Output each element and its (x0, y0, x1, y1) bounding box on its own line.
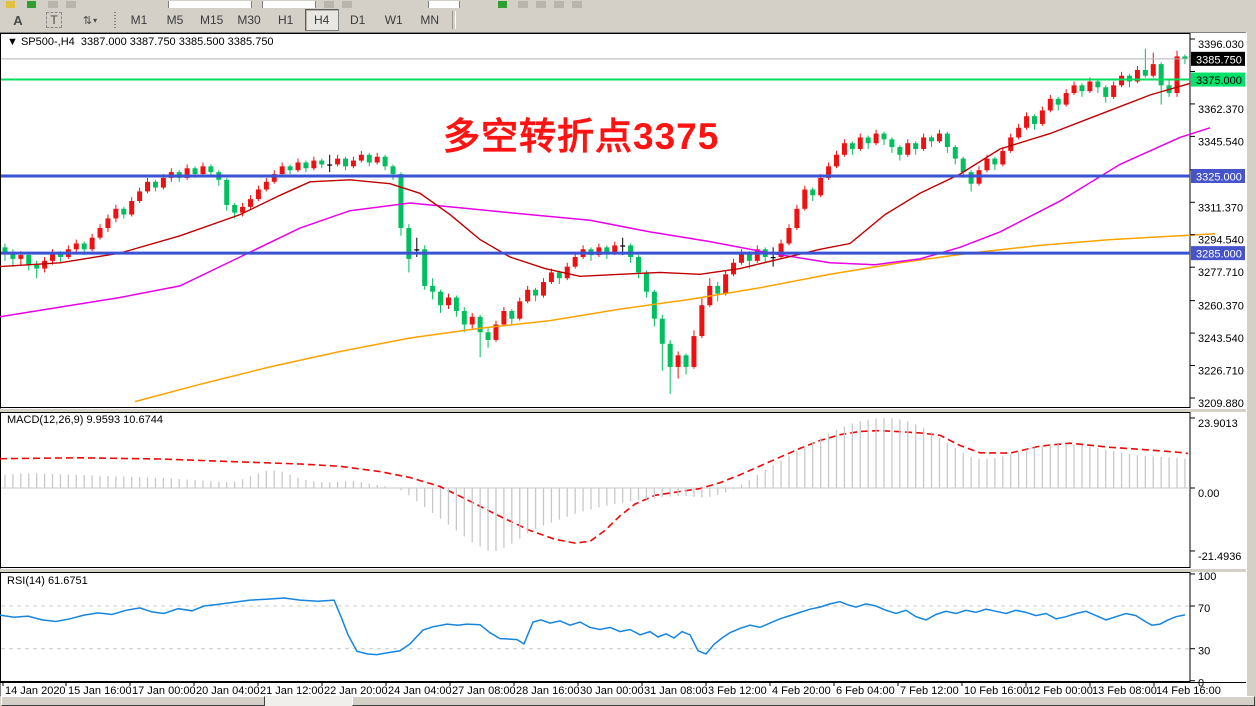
timeframe-button-mn[interactable]: MN (412, 9, 447, 31)
moving-averages (0, 82, 1216, 403)
clipped-icon (518, 1, 528, 8)
clipped-icon (27, 1, 36, 8)
text-box-tool-button[interactable]: T (37, 9, 71, 31)
timeframe-button-m1[interactable]: M1 (122, 9, 156, 31)
timeframe-button-m30[interactable]: M30 (231, 9, 267, 31)
double-arrow-icon: ⇅ (82, 14, 92, 27)
ma-orange-line (134, 233, 1216, 403)
timeframe-button-h1[interactable]: H1 (268, 9, 303, 31)
svg-text:10 Feb 16:00: 10 Feb 16:00 (964, 685, 1029, 697)
macd-signal-line (0, 429, 1189, 544)
chart-toolbar: A T ⇅ ▾ M1 M5 M15 M30 H1 H4 D1 W1 MN (0, 8, 1256, 33)
cursor-mode-button[interactable]: ⇅ ▾ (73, 9, 107, 31)
svg-text:3362.370: 3362.370 (1198, 104, 1244, 116)
chart-annotation-text[interactable]: 多空转折点3375 (443, 116, 720, 157)
timeframe-button-h4[interactable]: H4 (304, 9, 339, 31)
svg-text:22 Jan 20:00: 22 Jan 20:00 (324, 685, 388, 697)
svg-text:-21.4936: -21.4936 (1198, 551, 1241, 563)
clipped-icon (572, 1, 582, 8)
horizontal-level-lines (1, 58, 1190, 255)
svg-text:30: 30 (1198, 646, 1210, 658)
svg-text:3209.880: 3209.880 (1198, 398, 1244, 410)
svg-text:4 Feb 20:00: 4 Feb 20:00 (772, 685, 831, 697)
svg-text:31 Jan 08:00: 31 Jan 08:00 (644, 685, 708, 697)
clipped-icon (342, 1, 352, 8)
svg-text:3311.370: 3311.370 (1198, 202, 1243, 214)
rsi-panel (0, 597, 1190, 656)
macd-indicator-label: MACD(12,26,9) 9.9593 10.6744 (7, 414, 163, 426)
svg-text:3396.030: 3396.030 (1198, 39, 1244, 51)
letter-t-icon: T (46, 12, 62, 28)
svg-text:14 Feb 16:00: 14 Feb 16:00 (1156, 685, 1221, 697)
window-right-edge (1246, 32, 1256, 706)
ma-red-line (0, 82, 1191, 278)
chevron-down-icon: ▾ (93, 15, 98, 25)
svg-text:0.00: 0.00 (1198, 488, 1219, 500)
text-label-tool-button[interactable]: A (1, 9, 35, 31)
svg-text:100: 100 (1198, 571, 1216, 583)
svg-text:3243.540: 3243.540 (1198, 333, 1244, 345)
clipped-icon (536, 1, 546, 8)
svg-text:30 Jan 00:00: 30 Jan 00:00 (580, 685, 644, 697)
svg-text:28 Jan 16:00: 28 Jan 16:00 (516, 685, 580, 697)
toolbar-separator (451, 11, 456, 29)
svg-text:6 Feb 04:00: 6 Feb 04:00 (836, 685, 895, 697)
clipped-icon (554, 1, 564, 8)
svg-text:24 Jan 04:00: 24 Jan 04:00 (388, 685, 452, 697)
svg-text:17 Jan 00:00: 17 Jan 00:00 (132, 685, 196, 697)
svg-text:15 Jan 16:00: 15 Jan 16:00 (68, 685, 132, 697)
clipped-icon (6, 1, 15, 8)
svg-text:3 Feb 12:00: 3 Feb 12:00 (708, 685, 767, 697)
clipped-icon (324, 1, 334, 8)
scrollbar-segment[interactable] (1, 696, 265, 706)
svg-text:3285.000: 3285.000 (1196, 249, 1242, 261)
time-axis: 14 Jan 2020 15 Jan 16:00 17 Jan 00:00 20 Ja… (2, 682, 1221, 697)
timeframe-button-w1[interactable]: W1 (376, 9, 411, 31)
timeframe-button-m15[interactable]: M15 (194, 9, 230, 31)
toolbar-grip[interactable] (113, 12, 116, 28)
letter-a-icon: A (13, 12, 23, 28)
svg-text:7 Feb 12:00: 7 Feb 12:00 (900, 685, 959, 697)
svg-text:3345.540: 3345.540 (1198, 136, 1244, 148)
symbol-ohlc-readout[interactable]: ▼ SP500-,H4 3387.000 3387.750 3385.500 3… (7, 36, 274, 48)
rsi-line (0, 597, 1186, 656)
clipped-icon (66, 1, 76, 8)
svg-text:3325.000: 3325.000 (1196, 171, 1242, 183)
svg-text:12 Feb 00:00: 12 Feb 00:00 (1028, 685, 1093, 697)
svg-text:21 Jan 12:00: 21 Jan 12:00 (260, 685, 324, 697)
ma-magenta-line (0, 127, 1211, 318)
svg-text:3226.710: 3226.710 (1198, 366, 1244, 378)
price-axis: 3396.0303379.2003362.3703345.5403328.200… (1190, 38, 1244, 690)
timeframe-button-d1[interactable]: D1 (340, 9, 375, 31)
svg-text:13 Feb 08:00: 13 Feb 08:00 (1092, 685, 1157, 697)
svg-text:14 Jan 2020: 14 Jan 2020 (5, 685, 66, 697)
svg-text:0: 0 (1198, 678, 1204, 690)
scrollbar-segment[interactable] (352, 696, 1255, 706)
macd-histogram (4, 417, 1186, 551)
timeframe-button-group: M1 M5 M15 M30 H1 H4 D1 W1 MN (121, 9, 448, 31)
horizontal-scrollbar[interactable] (0, 696, 1256, 706)
svg-text:3294.540: 3294.540 (1198, 235, 1244, 247)
macd-panel (0, 429, 1190, 544)
svg-text:3277.710: 3277.710 (1198, 267, 1244, 279)
svg-text:27 Jan 08:00: 27 Jan 08:00 (452, 685, 516, 697)
svg-text:3375.000: 3375.000 (1196, 75, 1242, 87)
svg-text:3385.750: 3385.750 (1196, 54, 1242, 66)
price-label-boxes: 3385.750 3375.000 3325.000 3285.000 (1191, 51, 1245, 261)
svg-text:23.9013: 23.9013 (1198, 418, 1238, 430)
rsi-indicator-label: RSI(14) 61.6751 (7, 575, 88, 587)
clipped-icon (498, 1, 507, 8)
svg-text:70: 70 (1198, 603, 1210, 615)
timeframe-button-m5[interactable]: M5 (158, 9, 192, 31)
chart-window[interactable] (0, 32, 1247, 697)
svg-text:20 Jan 04:00: 20 Jan 04:00 (196, 685, 260, 697)
panel-splitters (0, 409, 1246, 572)
svg-text:3260.370: 3260.370 (1198, 301, 1244, 313)
scrollbar-track-gap[interactable] (265, 696, 352, 706)
clipped-icon (48, 1, 58, 8)
